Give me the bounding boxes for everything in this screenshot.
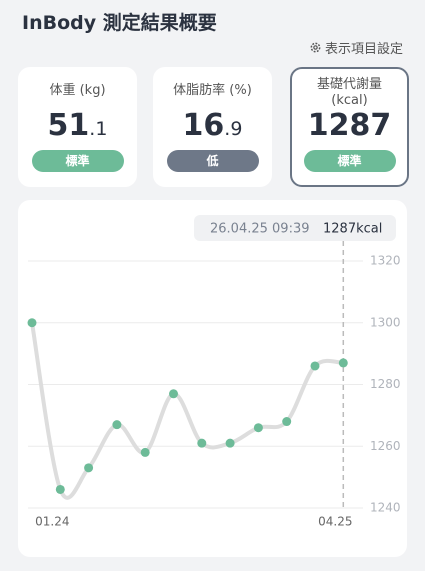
metric-card[interactable]: 基礎代謝量 (kcal) 1287 標準 <box>290 67 409 187</box>
card-value: 51.1 <box>18 109 137 146</box>
tooltip-date: 26.04.25 09:39 <box>210 222 310 237</box>
point <box>140 447 150 457</box>
point <box>225 438 235 448</box>
badge: 低 <box>166 150 259 172</box>
card-label: 体脂肪率 (%) <box>173 83 252 98</box>
settings-button[interactable]: 表示項目設定 <box>309 38 403 57</box>
point <box>197 438 207 448</box>
point <box>338 358 348 368</box>
x-tick-label: 04.25 <box>318 515 352 529</box>
gear-icon <box>310 42 321 53</box>
metric-card[interactable]: 体重 (kg) 51.1 標準 <box>18 67 137 187</box>
point <box>84 463 94 473</box>
badge: 標準 <box>31 150 124 172</box>
y-tick-label: 1280 <box>370 377 401 391</box>
point <box>253 423 263 433</box>
point <box>27 318 37 328</box>
card-label: 体重 (kg) <box>49 83 106 98</box>
card-label: 基礎代謝量 (kcal) <box>316 77 382 108</box>
settings-label: 表示項目設定 <box>324 42 403 57</box>
value-int: 1287 <box>307 108 392 143</box>
value-int: 16 <box>182 108 225 143</box>
value-dec: .1 <box>89 118 108 140</box>
point <box>282 417 292 427</box>
card-value: 16.9 <box>153 109 272 146</box>
x-tick-label: 01.24 <box>35 515 69 529</box>
point <box>310 361 320 371</box>
y-tick-label: 1260 <box>370 439 401 453</box>
line <box>30 320 346 500</box>
card-value: 1287 <box>292 109 407 146</box>
badge: 標準 <box>303 150 396 172</box>
tooltip <box>194 215 396 241</box>
y-tick-label: 1300 <box>370 315 401 329</box>
tooltip-value: 1287kcal <box>323 222 382 237</box>
title: InBody 測定結果概要 <box>22 12 217 34</box>
chart: 26.04.25 09:39 1287kcal 1240 1260 1280 1300… <box>18 200 407 557</box>
metric-card[interactable]: 体脂肪率 (%) 16.9 低 <box>153 67 272 187</box>
point <box>112 420 122 430</box>
point <box>169 389 178 399</box>
value-dec: .9 <box>224 118 243 140</box>
point <box>55 484 65 494</box>
value-int: 51 <box>47 108 90 143</box>
y-tick-label: 1240 <box>370 501 401 515</box>
y-tick-label: 1320 <box>370 254 401 268</box>
